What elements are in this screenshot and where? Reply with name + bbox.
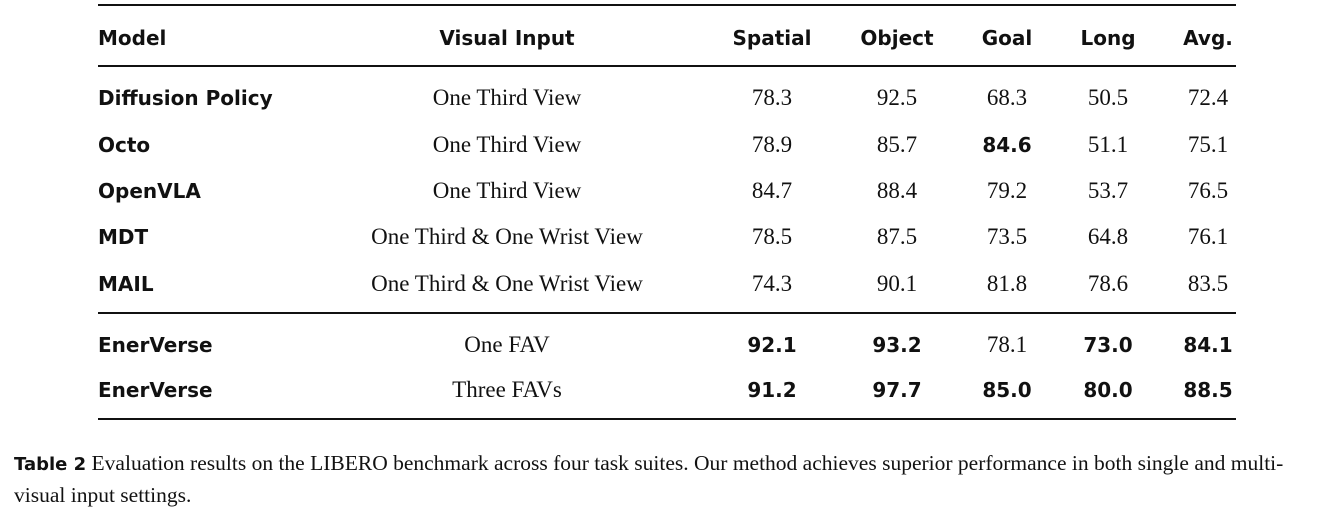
cell: 84.7	[751, 178, 793, 203]
header-cell: Model	[98, 26, 167, 50]
model-name: Diffusion Policy	[98, 86, 273, 110]
cell: 88.5	[1183, 378, 1233, 402]
header-cell: Avg.	[1183, 26, 1233, 50]
cell: One FAV	[464, 332, 550, 357]
cell: 84.1	[1183, 333, 1233, 357]
cell: 64.8	[1087, 224, 1129, 249]
caption: Table 2 Evaluation results on the LIBERO…	[14, 448, 1326, 510]
cell: 85.7	[876, 132, 918, 157]
cell: 75.1	[1187, 132, 1229, 157]
cell: 72.4	[1187, 85, 1229, 110]
cell: 50.5	[1087, 85, 1129, 110]
caption-text: Evaluation results on the LIBERO benchma…	[14, 451, 1284, 507]
cell: 73.0	[1083, 333, 1133, 357]
cell: 85.0	[982, 378, 1032, 402]
cell: 78.6	[1087, 271, 1129, 296]
header-cell: Visual Input	[439, 26, 575, 50]
header-cell: Spatial	[732, 26, 812, 50]
group-rule	[98, 312, 1236, 314]
header-rule	[98, 65, 1236, 67]
model-name: OpenVLA	[98, 179, 201, 203]
model-name: MDT	[98, 225, 149, 249]
cell: 73.5	[986, 224, 1028, 249]
cell: 92.5	[876, 85, 918, 110]
cell: One Third & One Wrist View	[371, 224, 643, 249]
cell: 76.1	[1187, 224, 1229, 249]
cell: One Third & One Wrist View	[371, 271, 643, 296]
model-name: MAIL	[98, 272, 154, 296]
cell: 53.7	[1087, 178, 1129, 203]
cell: One Third View	[432, 85, 582, 110]
cell: 92.1	[747, 333, 797, 357]
cell: 81.8	[986, 271, 1028, 296]
model-name: Octo	[98, 133, 151, 157]
cell: One Third View	[432, 132, 582, 157]
cell: 78.1	[986, 332, 1028, 357]
cell: Three FAVs	[452, 377, 562, 402]
cell: 87.5	[876, 224, 918, 249]
cell: 78.3	[751, 85, 793, 110]
cell: 91.2	[747, 378, 797, 402]
cell: 79.2	[986, 178, 1028, 203]
cell: 83.5	[1187, 271, 1229, 296]
header-cell: Object	[860, 26, 934, 50]
bottom-rule	[98, 418, 1236, 420]
cell: 78.5	[751, 224, 793, 249]
cell: 93.2	[872, 333, 922, 357]
top-rule	[98, 4, 1236, 6]
cell: 74.3	[751, 271, 793, 296]
cell: 90.1	[876, 271, 918, 296]
caption-label: Table 2	[14, 454, 87, 475]
cell: One Third View	[432, 178, 582, 203]
header-cell: Long	[1080, 26, 1136, 50]
model-name: EnerVerse	[98, 378, 213, 402]
cell: 97.7	[872, 378, 922, 402]
cell: 78.9	[751, 132, 793, 157]
cell: 88.4	[876, 178, 918, 203]
cell: 68.3	[986, 85, 1028, 110]
cell: 51.1	[1087, 132, 1129, 157]
cell: 80.0	[1083, 378, 1133, 402]
cell: 76.5	[1187, 178, 1229, 203]
cell: 84.6	[982, 133, 1032, 157]
model-name: EnerVerse	[98, 333, 213, 357]
header-cell: Goal	[981, 26, 1033, 50]
